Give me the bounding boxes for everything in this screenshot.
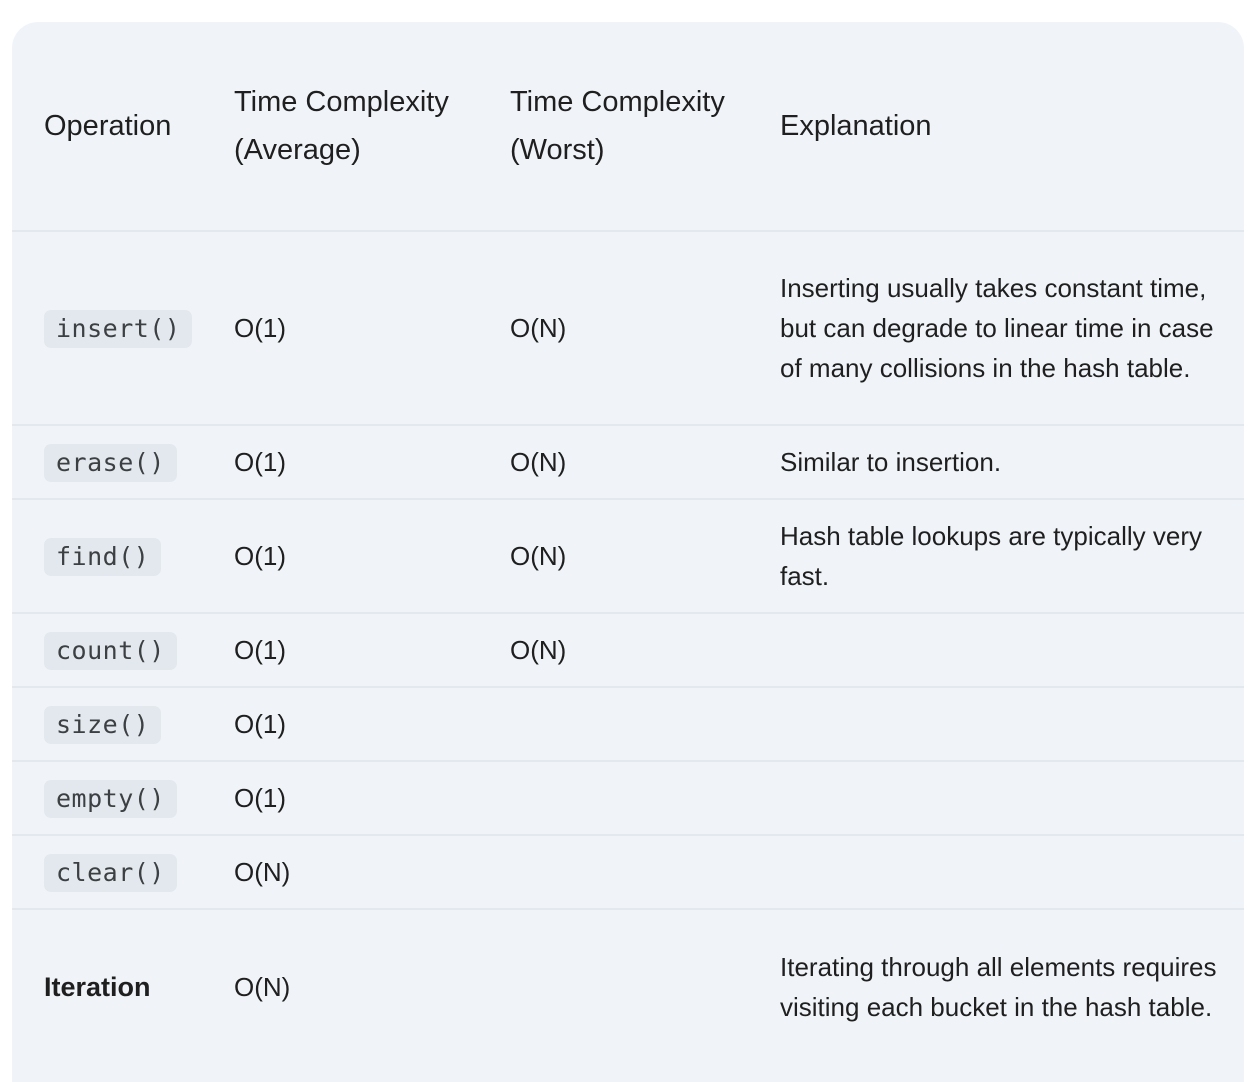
explanation-cell: Similar to insertion. <box>780 425 1244 500</box>
average-cell: O(1) <box>234 613 510 688</box>
average-cell: O(1) <box>234 761 510 836</box>
operation-code: count() <box>44 632 177 670</box>
header-time-worst: Time Complexity (Worst) <box>510 22 780 232</box>
table-header-row: Operation Time Complexity (Average) Time… <box>12 22 1244 232</box>
table-row: Iteration O(N) Iterating through all ele… <box>12 909 1244 1063</box>
table-row: count() O(1) O(N) <box>12 613 1244 688</box>
table-row: insert() O(1) O(N) Inserting usually tak… <box>12 231 1244 426</box>
operation-cell: count() <box>12 613 234 688</box>
operation-code: find() <box>44 538 162 576</box>
average-cell: O(1) <box>234 499 510 614</box>
explanation-cell: Iterating through all elements requires … <box>780 951 1217 1022</box>
table-row: erase() O(1) O(N) Similar to insertion. <box>12 425 1244 500</box>
worst-cell: O(N) <box>510 613 780 688</box>
operation-cell: erase() <box>12 425 234 500</box>
average-cell: O(1) <box>234 687 510 762</box>
operation-cell: insert() <box>12 231 234 426</box>
explanation-cell <box>780 835 1244 910</box>
operation-code: empty() <box>44 780 177 818</box>
table-row: find() O(1) O(N) Hash table lookups are … <box>12 499 1244 614</box>
explanation-cell <box>780 613 1244 688</box>
average-cell: O(N) <box>234 971 291 1002</box>
worst-cell: O(N) <box>510 425 780 500</box>
complexity-table-card: Operation Time Complexity (Average) Time… <box>12 22 1244 1082</box>
operation-cell: empty() <box>12 761 234 836</box>
worst-cell <box>510 687 780 762</box>
header-operation: Operation <box>12 22 234 232</box>
header-explanation: Explanation <box>780 22 1244 232</box>
table-row: empty() O(1) <box>12 761 1244 836</box>
table-row: size() O(1) <box>12 687 1244 762</box>
operation-label: Iteration <box>44 971 151 1002</box>
operation-cell: find() <box>12 499 234 614</box>
table-row: clear() O(N) <box>12 835 1244 910</box>
explanation-cell <box>780 687 1244 762</box>
complexity-table: Operation Time Complexity (Average) Time… <box>12 22 1244 1063</box>
operation-cell: clear() <box>12 835 234 910</box>
operation-code: insert() <box>44 310 193 348</box>
worst-cell <box>510 909 780 1063</box>
operation-cell: size() <box>12 687 234 762</box>
average-cell: O(1) <box>234 231 510 426</box>
worst-cell <box>510 761 780 836</box>
operation-code: size() <box>44 706 162 744</box>
worst-cell <box>510 835 780 910</box>
average-cell: O(1) <box>234 425 510 500</box>
operation-code: erase() <box>44 444 177 482</box>
average-cell: O(N) <box>234 835 510 910</box>
worst-cell: O(N) <box>510 499 780 614</box>
explanation-cell: Hash table lookups are typically very fa… <box>780 499 1244 614</box>
header-time-average: Time Complexity (Average) <box>234 22 510 232</box>
operation-cell: Iteration <box>12 909 234 1063</box>
operation-code: clear() <box>44 854 177 892</box>
explanation-cell <box>780 761 1244 836</box>
worst-cell: O(N) <box>510 231 780 426</box>
explanation-cell: Inserting usually takes constant time, b… <box>780 231 1244 426</box>
